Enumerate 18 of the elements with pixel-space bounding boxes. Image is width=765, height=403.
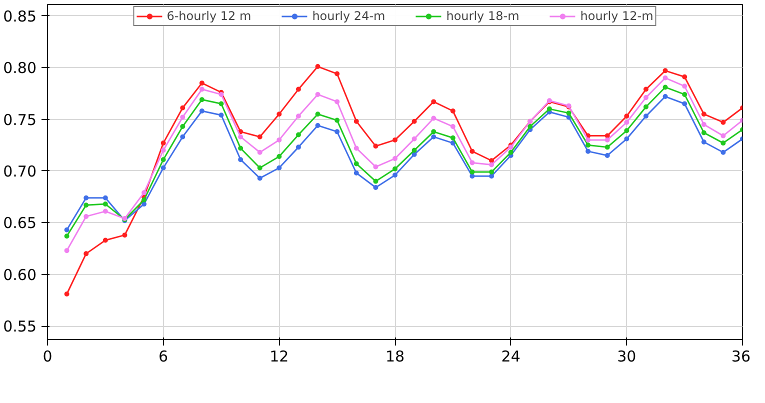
x-tick-label: 0	[42, 348, 52, 366]
y-tick-label: 0.85	[3, 7, 37, 26]
x-tick-label: 36	[731, 348, 751, 366]
legend-label: hourly 24-m	[312, 9, 386, 23]
legend-label: 6-hourly 12 m	[166, 9, 252, 23]
legend-label: hourly 18-m	[446, 9, 520, 23]
y-tick-label: 0.80	[3, 59, 37, 78]
x-tick-label: 12	[270, 348, 289, 366]
legend-label: hourly 12-m	[580, 9, 654, 23]
y-tick-label: 0.70	[3, 162, 37, 180]
x-tick-label: 30	[617, 348, 636, 366]
y-tick-label: 0.55	[3, 318, 37, 336]
x-tick-label: 18	[385, 348, 405, 366]
y-tick-label: 0.75	[3, 110, 37, 129]
x-tick-label: 6	[158, 348, 168, 366]
x-tick-label: 24	[501, 348, 520, 366]
y-tick-label: 0.60	[3, 266, 37, 284]
y-tick-label: 0.65	[3, 214, 37, 232]
